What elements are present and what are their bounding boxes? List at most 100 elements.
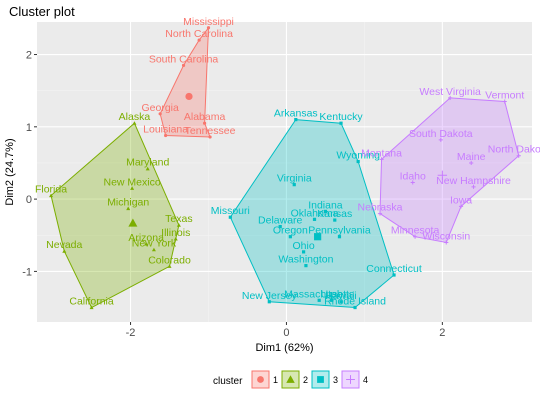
- x-tick-label: -2: [126, 327, 136, 339]
- data-points: [49, 26, 521, 310]
- data-point: [167, 264, 172, 268]
- point-label: North Carolina: [165, 28, 233, 40]
- point-label: Louisiana: [143, 123, 188, 135]
- data-point: [469, 160, 474, 166]
- legend-label-2: 2: [303, 375, 308, 385]
- data-point: [458, 204, 464, 209]
- point-label: California: [69, 296, 114, 308]
- data-point: [267, 300, 271, 304]
- point-label: New Hampshire: [436, 175, 511, 187]
- data-point: [197, 38, 201, 42]
- data-point: [333, 218, 337, 222]
- legend-marker-1: [257, 376, 264, 383]
- point-label: Massachusetts: [284, 288, 354, 300]
- point-label: Colorado: [148, 254, 191, 266]
- legend: cluster 1 2 3 4: [213, 370, 368, 389]
- point-label: Florida: [35, 183, 67, 195]
- cluster-2-centroid: [128, 218, 138, 227]
- point-label: Arkansas: [274, 108, 318, 120]
- point-label: New York: [132, 238, 177, 250]
- point-label: Arizona: [128, 232, 164, 244]
- cluster-3-hull: [229, 119, 395, 309]
- point-label: Delaware: [258, 215, 303, 227]
- data-point: [356, 159, 360, 164]
- point-label: New Jersey: [242, 290, 298, 302]
- data-point: [292, 183, 296, 187]
- point-label: Ohio: [293, 240, 315, 252]
- point-label: South Carolina: [149, 53, 219, 65]
- data-point: [379, 157, 384, 162]
- legend-label-3: 3: [333, 375, 338, 385]
- legend-marker-4: [346, 375, 355, 384]
- x-tick-label: 2: [439, 327, 445, 339]
- data-point: [444, 240, 449, 245]
- data-point: [278, 224, 282, 229]
- data-point: [144, 241, 149, 246]
- data-point: [294, 117, 298, 122]
- point-label: Vermont: [485, 90, 524, 102]
- point-label: Michigan: [107, 197, 149, 209]
- data-point: [62, 249, 67, 253]
- data-point: [202, 121, 207, 125]
- grid: [37, 22, 532, 322]
- data-point: [471, 184, 476, 189]
- cluster-1-centroid: [185, 92, 193, 101]
- point-label: Nebraska: [358, 202, 403, 214]
- data-point: [301, 250, 306, 254]
- data-point: [151, 247, 156, 252]
- point-label: Alaska: [119, 111, 151, 123]
- point-label: Mississippi: [183, 16, 234, 28]
- data-point: [164, 133, 168, 138]
- point-label: Georgia: [141, 102, 179, 114]
- legend-marker-2: [286, 375, 295, 383]
- axis-ticks: -2 0 2 -1 0 1 2: [22, 50, 445, 339]
- data-point: [130, 186, 135, 190]
- data-point: [516, 153, 521, 158]
- point-label: New Mexico: [104, 176, 161, 188]
- point-label: Washington: [278, 254, 333, 266]
- plot-panel: [37, 22, 532, 322]
- chart-title: Cluster plot: [9, 4, 75, 19]
- data-point: [89, 305, 94, 310]
- point-label: Maryland: [126, 157, 169, 169]
- data-point: [126, 206, 131, 211]
- y-tick-label: 0: [26, 194, 32, 206]
- point-label: Kentucky: [319, 111, 363, 123]
- point-label: Pennsylvania: [308, 225, 371, 237]
- data-point: [288, 235, 292, 239]
- data-point: [323, 209, 328, 213]
- data-point: [317, 298, 321, 302]
- legend-marker-3: [317, 376, 324, 383]
- data-point: [132, 121, 137, 125]
- point-label: Kansas: [317, 208, 352, 220]
- point-label: Connecticut: [366, 263, 422, 275]
- point-label: Minnesota: [391, 225, 440, 237]
- point-label: Oregon: [273, 225, 308, 237]
- y-tick-label: 1: [26, 122, 32, 134]
- data-point: [304, 264, 308, 268]
- data-point: [412, 234, 418, 239]
- data-point: [330, 298, 334, 302]
- data-point: [206, 26, 211, 30]
- point-label: Oklahoma: [291, 207, 339, 219]
- point-label: Virginia: [277, 173, 312, 185]
- point-label: Utah: [321, 288, 343, 300]
- point-label: Rhode Island: [324, 296, 386, 308]
- point-label: Idaho: [400, 170, 426, 182]
- point-label: Nevada: [46, 239, 82, 251]
- cluster-4-centroid: [437, 170, 448, 180]
- data-point: [176, 223, 181, 227]
- data-point: [158, 112, 162, 116]
- data-point: [438, 137, 443, 142]
- x-tick-label: 0: [283, 327, 289, 339]
- y-tick-label: -1: [22, 266, 32, 278]
- point-label: Illinois: [161, 227, 190, 239]
- point-label: Montana: [361, 147, 402, 159]
- legend-label-4: 4: [363, 375, 368, 385]
- point-label: West Virginia: [419, 86, 481, 98]
- point-label: Missouri: [211, 205, 250, 217]
- cluster-3-centroid: [314, 233, 322, 241]
- data-point: [392, 273, 396, 277]
- data-point: [339, 300, 343, 304]
- data-point: [339, 121, 343, 125]
